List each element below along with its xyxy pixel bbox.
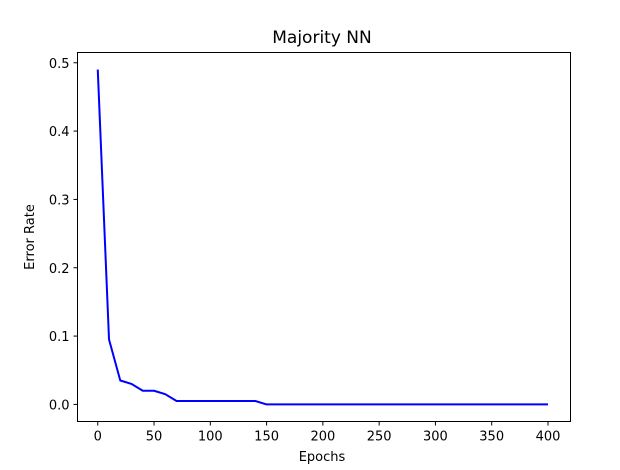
x-tick-label: 100: [198, 430, 223, 445]
series-layer: [96, 69, 548, 406]
x-tick-label: 350: [479, 430, 504, 445]
y-axis-label: Error Rate: [23, 204, 38, 270]
x-tick-label: 300: [423, 430, 448, 445]
y-axis: 0.0 0.1 0.2 0.3 0.4 0.5: [49, 57, 78, 413]
chart-title: Majority NN: [272, 28, 372, 48]
x-tick-label: 50: [146, 430, 163, 445]
x-axis-label: Epochs: [299, 450, 346, 465]
y-tick-label: 0.5: [49, 57, 70, 72]
y-tick-label: 0.1: [49, 330, 70, 345]
x-tick-label: 0: [94, 430, 102, 445]
y-tick-label: 0.4: [49, 125, 70, 140]
x-tick-label: 400: [536, 430, 561, 445]
x-tick-label: 250: [367, 430, 392, 445]
y-tick-label: 0.0: [49, 398, 70, 413]
x-tick-label: 200: [310, 430, 335, 445]
x-tick-label: 150: [254, 430, 279, 445]
series-line: [96, 69, 548, 406]
plot-area: [77, 52, 571, 422]
plot-frame: [77, 52, 571, 422]
y-tick-label: 0.3: [49, 193, 70, 208]
x-axis: 0 50 100 150 200 250 300 350 400: [94, 421, 561, 445]
y-tick-label: 0.2: [49, 262, 70, 277]
